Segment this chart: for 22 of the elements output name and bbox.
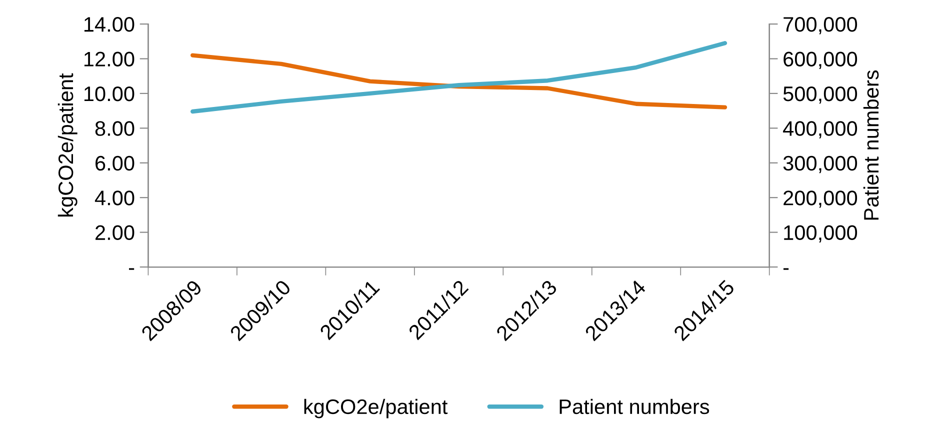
y-tick-label: 4.00: [94, 190, 134, 206]
y2-axis-title: Patient numbers: [863, 70, 879, 220]
y2-tick-label: 100,000: [784, 225, 858, 243]
line-series: [190, 53, 728, 110]
y-tick-label: 10.00: [84, 86, 134, 102]
y2-tick-label: 300,000: [783, 156, 858, 174]
y-tick-label: 8.00: [95, 121, 134, 136]
y-tick-label: 12.00: [84, 52, 134, 66]
y-tick-label: 14.00: [84, 17, 134, 32]
y2-tick-label: 200,000: [784, 190, 858, 208]
y2-tick-label: 700,000: [784, 17, 858, 34]
y-tick-label: -: [129, 268, 134, 270]
y-tick-label: 6.00: [96, 156, 134, 171]
y-tick-label: 2.00: [96, 225, 134, 240]
legend-label: Patient numbers: [560, 398, 710, 414]
line-series: [190, 41, 728, 114]
legend-label: kgCO2e/patient: [304, 398, 448, 418]
y-axis-title: kgCO2e/patient: [58, 73, 78, 216]
y2-tick-label: -: [783, 268, 789, 270]
y2-tick-label: 400,000: [783, 121, 858, 138]
y2-tick-label: 500,000: [783, 86, 858, 104]
y2-tick-label: 600,000: [784, 52, 858, 69]
